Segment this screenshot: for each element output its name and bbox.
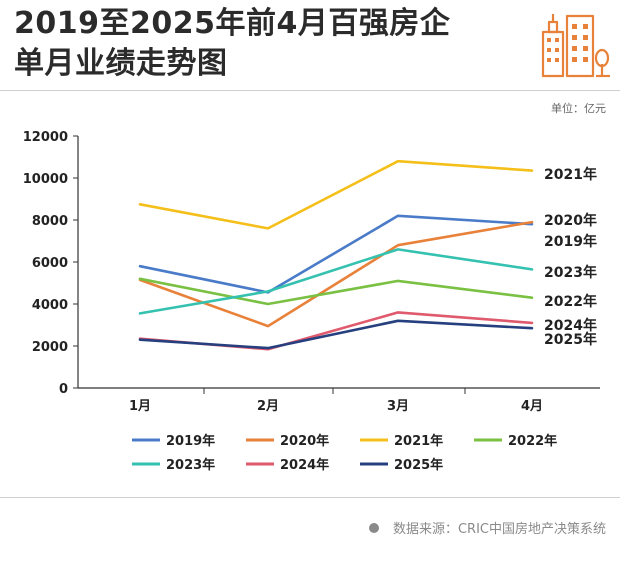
y-tick-label: 0	[59, 382, 68, 397]
series-end-label: 2019年	[544, 233, 597, 250]
series-end-label: 2022年	[544, 293, 597, 310]
x-tick-label: 4月	[521, 399, 543, 414]
unit-label: 单位：亿元	[551, 102, 606, 115]
series-line	[138, 319, 534, 350]
x-tick-label: 2月	[257, 399, 279, 414]
series-line	[138, 220, 534, 328]
title-divider	[0, 90, 620, 91]
y-tick-label: 6000	[32, 256, 68, 271]
y-tick-label: 10000	[23, 172, 68, 187]
legend-label: 2023年	[166, 457, 215, 473]
legend-label: 2024年	[280, 457, 329, 473]
y-tick-label: 2000	[32, 340, 68, 355]
series-line	[138, 277, 534, 306]
series-line	[138, 248, 534, 315]
series-end-label: 2021年	[544, 166, 597, 183]
x-tick-label: 1月	[129, 399, 151, 414]
footer-divider	[0, 497, 620, 498]
series-end-label: 2024年	[544, 317, 597, 334]
chart-title: 2019至2025年前4月百强房企 单月业绩走势图	[14, 4, 450, 84]
chart-title-line2: 单月业绩走势图	[14, 46, 228, 81]
series-end-label: 2025年	[544, 331, 597, 348]
y-tick-label: 12000	[23, 130, 68, 145]
series-end-label: 2023年	[544, 264, 597, 281]
x-tick-label: 3月	[387, 399, 409, 414]
y-tick-label: 4000	[32, 298, 68, 313]
legend-label: 2020年	[280, 433, 329, 449]
y-tick-label: 8000	[32, 214, 68, 229]
buildings-icon	[541, 14, 610, 78]
legend-label: 2022年	[508, 433, 557, 449]
chart-title-line1: 2019至2025年前4月百强房企	[14, 6, 451, 41]
source-note: 数据来源：CRIC中国房地产决策系统	[368, 518, 606, 537]
legend-label: 2021年	[394, 433, 443, 449]
series-line	[138, 159, 534, 230]
legend-label: 2025年	[394, 457, 443, 473]
source-text: 数据来源：CRIC中国房地产决策系统	[392, 522, 606, 537]
line-chart: 0 2000 4000 6000 8000 10000 12000 1月 2月 3月 4月 2021年…	[23, 130, 600, 473]
series-line	[138, 214, 534, 294]
dot-icon	[368, 522, 379, 533]
legend-label: 2019年	[166, 433, 215, 449]
series-end-label: 2020年	[544, 212, 597, 229]
